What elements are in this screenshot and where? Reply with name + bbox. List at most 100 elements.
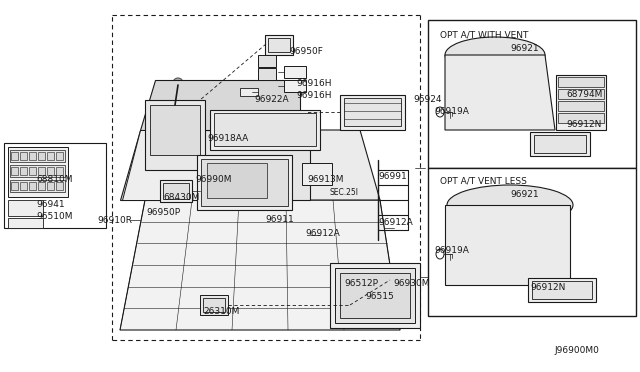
Bar [150,105,200,155]
Bar [20,152,27,160]
Bar [29,152,36,160]
Ellipse shape [436,249,444,259]
Bar [344,98,401,126]
Ellipse shape [371,220,381,230]
Bar [201,159,288,206]
Bar [330,263,420,328]
Text: 68794M: 68794M [566,90,602,99]
Ellipse shape [297,239,307,249]
Ellipse shape [445,37,545,73]
Text: 96911: 96911 [265,215,294,224]
Bar [20,182,27,190]
Polygon shape [120,130,310,200]
Text: 96950P: 96950P [146,208,180,217]
Text: 96921: 96921 [510,190,539,199]
Ellipse shape [447,185,573,225]
Bar [38,167,45,175]
Text: 96921: 96921 [510,44,539,53]
Bar [530,132,590,156]
Polygon shape [445,205,570,285]
Text: 96913M: 96913M [307,175,344,184]
Text: 96922A: 96922A [254,95,289,104]
Text: 96941: 96941 [36,200,65,209]
Text: 96991: 96991 [378,172,407,181]
Text: 96912A: 96912A [378,218,413,227]
Text: 96924: 96924 [413,95,442,104]
Text: 96912N: 96912N [566,120,602,129]
Bar [200,295,228,315]
Bar [160,180,192,202]
Polygon shape [120,200,400,330]
Bar [528,278,596,302]
Text: 96919A: 96919A [434,107,469,116]
Text: OPT A/T VENT LESS: OPT A/T VENT LESS [440,176,527,185]
Bar [203,298,225,312]
Bar [8,218,43,228]
Bar [163,183,189,199]
Ellipse shape [173,78,183,88]
Text: 96912A: 96912A [305,229,340,238]
Bar [47,182,54,190]
Text: 96950F: 96950F [289,47,323,56]
Bar [197,155,292,210]
Text: 96912N: 96912N [530,283,565,292]
Bar [56,152,63,160]
Bar [11,152,18,160]
Bar [340,273,410,318]
Polygon shape [122,130,200,200]
Bar [10,165,65,177]
Bar [207,163,267,198]
Ellipse shape [339,166,351,178]
Text: J96900M0: J96900M0 [554,346,599,355]
Bar [558,89,604,99]
Text: 96990M: 96990M [195,175,232,184]
Text: 96910R: 96910R [97,216,132,225]
Bar [38,182,45,190]
Bar [558,113,604,123]
Text: 96919A: 96919A [434,246,469,255]
Ellipse shape [436,107,444,117]
Bar [302,163,332,185]
Bar [10,150,65,162]
Bar [556,75,606,130]
Bar [210,110,320,150]
Polygon shape [140,80,300,130]
Ellipse shape [297,227,307,237]
Bar [11,182,18,190]
Text: 96930M: 96930M [393,279,429,288]
Bar [534,135,586,153]
Bar [284,66,306,78]
Bar [29,182,36,190]
Bar [4,143,106,228]
Text: 96515: 96515 [365,292,394,301]
Polygon shape [445,55,555,130]
Bar [38,152,45,160]
Bar [11,167,18,175]
Bar [428,168,636,316]
Bar [335,268,415,323]
Bar [8,200,43,216]
Bar [47,152,54,160]
Bar [284,80,306,92]
Bar [258,68,276,80]
Text: 68430M: 68430M [163,193,200,202]
Bar [20,167,27,175]
Text: OPT A/T WITH VENT: OPT A/T WITH VENT [440,30,529,39]
Bar [214,113,316,146]
Bar [56,182,63,190]
Ellipse shape [351,166,363,178]
Bar [532,281,592,299]
Bar [265,35,293,55]
Text: SEC.25I: SEC.25I [330,188,359,197]
Text: 96512P: 96512P [344,279,378,288]
Bar [258,55,276,67]
Text: 68810M: 68810M [36,175,72,184]
Bar [240,88,258,96]
Text: 96918AA: 96918AA [207,134,248,143]
Bar [8,147,68,197]
Bar [340,95,405,130]
Bar [10,180,65,192]
Polygon shape [145,130,380,200]
Bar [29,167,36,175]
Bar [268,38,290,52]
